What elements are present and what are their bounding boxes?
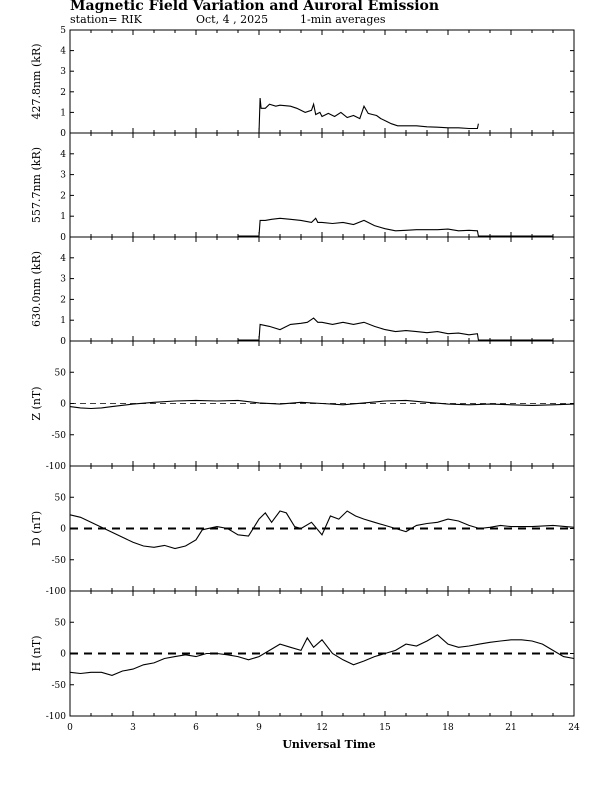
y-tick-label: 3 (60, 67, 66, 77)
x-tick-label: 6 (193, 723, 199, 733)
x-tick-label: 0 (67, 723, 73, 733)
panel-pz: 50 0 -50 -100 Z (nT) (30, 340, 575, 472)
x-tick-label: 3 (130, 723, 136, 733)
panel-pd: 50 0 -50 -100 D (nT) (30, 465, 575, 597)
y-axis-label: D (nT) (30, 511, 43, 546)
y-tick-label: 4 (60, 254, 66, 264)
y-axis-label: 630.0nm (kR) (30, 251, 43, 327)
panel-p4278: 0 1 2 3 4 5 427.8nm (kR) (30, 26, 575, 139)
y-tick-label: -100 (46, 462, 66, 472)
series-line-ph (69, 634, 575, 676)
series-line-p4278 (258, 97, 479, 134)
y-tick-label: 50 (55, 493, 67, 503)
panels: 0 1 2 3 4 5 427.8nm (kR) 0 1 2 3 4 557.7nm (kR) 0 1 2 3 4… (30, 26, 575, 722)
figure-title: Magnetic Field Variation and Auroral Emi… (70, 0, 439, 14)
panel-frame (69, 29, 575, 134)
averaging-label: 1-min averages (300, 13, 386, 26)
panel-ph: 50 0 -50 -100 H (nT) (30, 590, 575, 722)
y-axis-label: H (nT) (30, 635, 43, 671)
y-tick-label: 1 (60, 108, 66, 118)
date-label: Oct, 4 , 2025 (196, 13, 268, 26)
x-tick-label: 18 (442, 723, 454, 733)
x-axis: 0 3 6 9 12 15 18 21 24 (67, 723, 580, 733)
y-tick-label: 2 (60, 295, 66, 305)
station-label: station= RIK (70, 13, 143, 26)
y-tick-label: 3 (60, 275, 66, 285)
series-line-pd (69, 510, 575, 550)
y-axis-label: 427.8nm (kR) (30, 43, 43, 119)
y-tick-label: 0 (60, 233, 66, 243)
y-tick-label: 5 (60, 26, 66, 36)
y-tick-label: 0 (60, 400, 66, 410)
y-tick-label: -100 (46, 712, 66, 722)
x-tick-label: 9 (256, 723, 262, 733)
x-tick-label: 21 (505, 723, 516, 733)
x-tick-label: 12 (316, 723, 327, 733)
y-tick-label: 0 (60, 650, 66, 660)
series-line-pz (69, 399, 575, 410)
panel-frame (69, 236, 575, 342)
y-tick-label: 50 (55, 368, 67, 378)
panel-p6300: 0 1 2 3 4 630.0nm (kR) (30, 236, 575, 347)
x-tick-label: 15 (379, 723, 391, 733)
y-tick-label: 1 (60, 316, 66, 326)
y-tick-label: 2 (60, 191, 66, 201)
y-tick-label: 4 (60, 150, 66, 160)
y-tick-label: 3 (60, 171, 66, 181)
y-tick-label: -100 (46, 587, 66, 597)
panel-frame (69, 132, 575, 238)
y-axis-label: Z (nT) (30, 386, 43, 420)
y-tick-label: 1 (60, 212, 66, 222)
y-tick-label: 2 (60, 88, 66, 98)
y-axis-label: 557.7nm (kR) (30, 147, 43, 223)
y-tick-label: 4 (60, 47, 66, 57)
y-tick-label: 50 (55, 618, 67, 628)
y-tick-label: -50 (52, 431, 67, 441)
x-axis-label: Universal Time (282, 738, 375, 751)
y-tick-label: 0 (60, 525, 66, 535)
series-line-p6300 (238, 317, 553, 341)
x-tick-label: 24 (568, 723, 580, 733)
y-tick-label: -50 (52, 556, 67, 566)
y-tick-label: -50 (52, 681, 67, 691)
series-line-p5577 (238, 217, 553, 237)
y-tick-label: 0 (60, 129, 66, 139)
panel-p5577: 0 1 2 3 4 557.7nm (kR) (30, 132, 575, 243)
y-tick-label: 0 (60, 337, 66, 347)
